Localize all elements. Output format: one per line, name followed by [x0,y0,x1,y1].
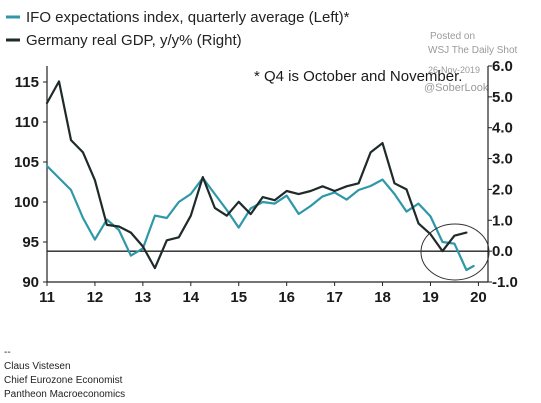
right-axis-ticks: -1.0 0.0 1.0 2.0 3.0 4.0 5.0 6.0 [488,58,518,291]
left-tick-label: 100 [14,194,39,211]
left-tick-label: 90 [22,274,39,291]
x-tick-label: 17 [326,289,343,306]
x-tick-label: 16 [278,289,295,306]
left-tick-label: 105 [14,154,39,171]
watermark-date: 26-Nov-2019 [428,65,480,75]
right-tick-label: 1.0 [492,212,513,229]
ifo-series-line [45,164,475,272]
gdp-series-line [45,80,468,270]
left-axis-ticks: 90 95 100 105 110 115 [14,74,47,291]
x-tick-label: 19 [422,289,439,306]
left-tick-label: 110 [15,114,39,131]
right-tick-label: 3.0 [492,151,513,168]
series-group [45,80,475,272]
x-tick-label: 18 [374,289,391,306]
right-tick-label: -1.0 [492,274,518,291]
x-tick-label: 20 [470,289,487,306]
signature-title: Chief Eurozone Economist [4,375,123,386]
legend: IFO expectations index, quarterly averag… [6,9,350,49]
legend-gdp-label: Germany real GDP, y/y% (Right) [26,32,242,49]
x-tick-label: 11 [39,289,55,306]
signature: -- Claus Vistesen Chief Eurozone Economi… [4,347,125,400]
right-tick-label: 0.0 [492,243,513,260]
chart-note: * Q4 is October and November. [254,68,462,85]
right-tick-label: 2.0 [492,181,513,198]
right-tick-label: 6.0 [492,58,513,75]
right-tick-label: 5.0 [492,89,513,106]
x-tick-label: 15 [230,289,247,306]
x-tick-label: 12 [87,289,104,306]
x-tick-label: 14 [182,289,199,306]
x-axis-ticks: 11 12 13 14 15 16 17 18 19 20 [39,282,487,306]
watermark-source: WSJ The Daily Shot [428,45,518,56]
watermark-posted: Posted on [430,31,475,42]
left-tick-label: 95 [22,234,39,251]
x-tick-label: 13 [135,289,152,306]
watermark: Posted on WSJ The Daily Shot 26-Nov-2019… [424,31,518,94]
signature-company: Pantheon Macroeconomics [4,389,125,400]
signature-dash: -- [4,347,11,358]
signature-name: Claus Vistesen [4,361,71,372]
watermark-handle: @SoberLook [424,82,489,94]
legend-ifo-label: IFO expectations index, quarterly averag… [26,9,350,26]
right-tick-label: 4.0 [492,120,513,137]
highlight-circle [420,223,490,281]
left-tick-label: 115 [15,74,39,91]
